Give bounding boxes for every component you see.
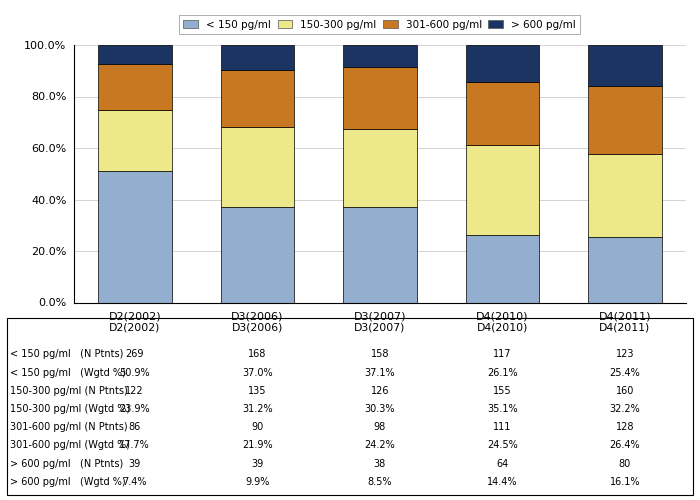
Bar (220, 45, 294, 70)
Text: 25.4%: 25.4% (610, 368, 640, 378)
Text: 39: 39 (129, 458, 141, 468)
Text: D2(2002): D2(2002) (109, 323, 160, 333)
Text: 37.1%: 37.1% (365, 368, 395, 378)
Text: 39: 39 (251, 458, 263, 468)
Bar (466, 44, 539, 82)
Bar (220, 127, 294, 207)
Bar (98, 46, 172, 64)
Legend: < 150 pg/ml, 150-300 pg/ml, 301-600 pg/ml, > 600 pg/ml: < 150 pg/ml, 150-300 pg/ml, 301-600 pg/m… (179, 16, 580, 34)
Text: 26.1%: 26.1% (487, 368, 517, 378)
Text: 21.9%: 21.9% (242, 440, 272, 450)
Text: 37.0%: 37.0% (242, 368, 272, 378)
Bar (220, 207, 294, 302)
Text: 123: 123 (615, 350, 634, 360)
Text: D3(2006): D3(2006) (232, 323, 283, 333)
Text: 135: 135 (248, 386, 267, 396)
Text: 269: 269 (125, 350, 144, 360)
Text: 86: 86 (129, 422, 141, 432)
Bar (466, 145, 539, 236)
Text: 128: 128 (615, 422, 634, 432)
Text: D4(2010): D4(2010) (477, 323, 528, 333)
Text: 150-300 pg/ml (Wgtd %): 150-300 pg/ml (Wgtd %) (10, 404, 131, 414)
Bar (343, 66, 416, 129)
Bar (588, 154, 662, 237)
Bar (588, 44, 662, 86)
Text: 24.2%: 24.2% (365, 440, 395, 450)
Bar (98, 64, 172, 110)
Text: 16.1%: 16.1% (610, 477, 640, 487)
Text: 126: 126 (370, 386, 389, 396)
Bar (588, 86, 662, 154)
Text: 80: 80 (619, 458, 631, 468)
Bar (343, 129, 416, 207)
Text: 160: 160 (615, 386, 634, 396)
Bar (466, 82, 539, 145)
Text: 32.2%: 32.2% (610, 404, 640, 414)
Bar (98, 172, 172, 302)
Text: 64: 64 (496, 458, 508, 468)
Text: 23.9%: 23.9% (120, 404, 150, 414)
Bar (220, 70, 294, 127)
Text: 90: 90 (251, 422, 263, 432)
Text: 98: 98 (374, 422, 386, 432)
Text: 38: 38 (374, 458, 386, 468)
Text: > 600 pg/ml   (Wgtd %): > 600 pg/ml (Wgtd %) (10, 477, 126, 487)
Text: 30.3%: 30.3% (365, 404, 395, 414)
Text: < 150 pg/ml   (N Ptnts): < 150 pg/ml (N Ptnts) (10, 350, 124, 360)
Text: 122: 122 (125, 386, 144, 396)
Bar (343, 207, 416, 302)
Text: 111: 111 (493, 422, 512, 432)
Text: 150-300 pg/ml (N Ptnts): 150-300 pg/ml (N Ptnts) (10, 386, 128, 396)
Bar (466, 236, 539, 302)
Text: 24.5%: 24.5% (487, 440, 517, 450)
Text: 35.1%: 35.1% (487, 404, 517, 414)
Text: 8.5%: 8.5% (368, 477, 392, 487)
Text: 31.2%: 31.2% (242, 404, 272, 414)
Text: 9.9%: 9.9% (245, 477, 270, 487)
Text: 26.4%: 26.4% (610, 440, 640, 450)
Text: 168: 168 (248, 350, 267, 360)
Text: 117: 117 (493, 350, 512, 360)
Text: 50.9%: 50.9% (120, 368, 150, 378)
Text: D3(2007): D3(2007) (354, 323, 405, 333)
Text: < 150 pg/ml   (Wgtd %): < 150 pg/ml (Wgtd %) (10, 368, 126, 378)
Text: 301-600 pg/ml (Wgtd %): 301-600 pg/ml (Wgtd %) (10, 440, 130, 450)
Bar (588, 237, 662, 302)
Text: D4(2011): D4(2011) (599, 323, 650, 333)
Text: 7.4%: 7.4% (122, 477, 147, 487)
Text: 301-600 pg/ml (N Ptnts): 301-600 pg/ml (N Ptnts) (10, 422, 128, 432)
Text: 155: 155 (493, 386, 512, 396)
Text: 14.4%: 14.4% (487, 477, 517, 487)
Text: 17.7%: 17.7% (120, 440, 150, 450)
Text: 158: 158 (370, 350, 389, 360)
Bar (98, 110, 172, 172)
Text: > 600 pg/ml   (N Ptnts): > 600 pg/ml (N Ptnts) (10, 458, 124, 468)
Bar (343, 44, 416, 66)
